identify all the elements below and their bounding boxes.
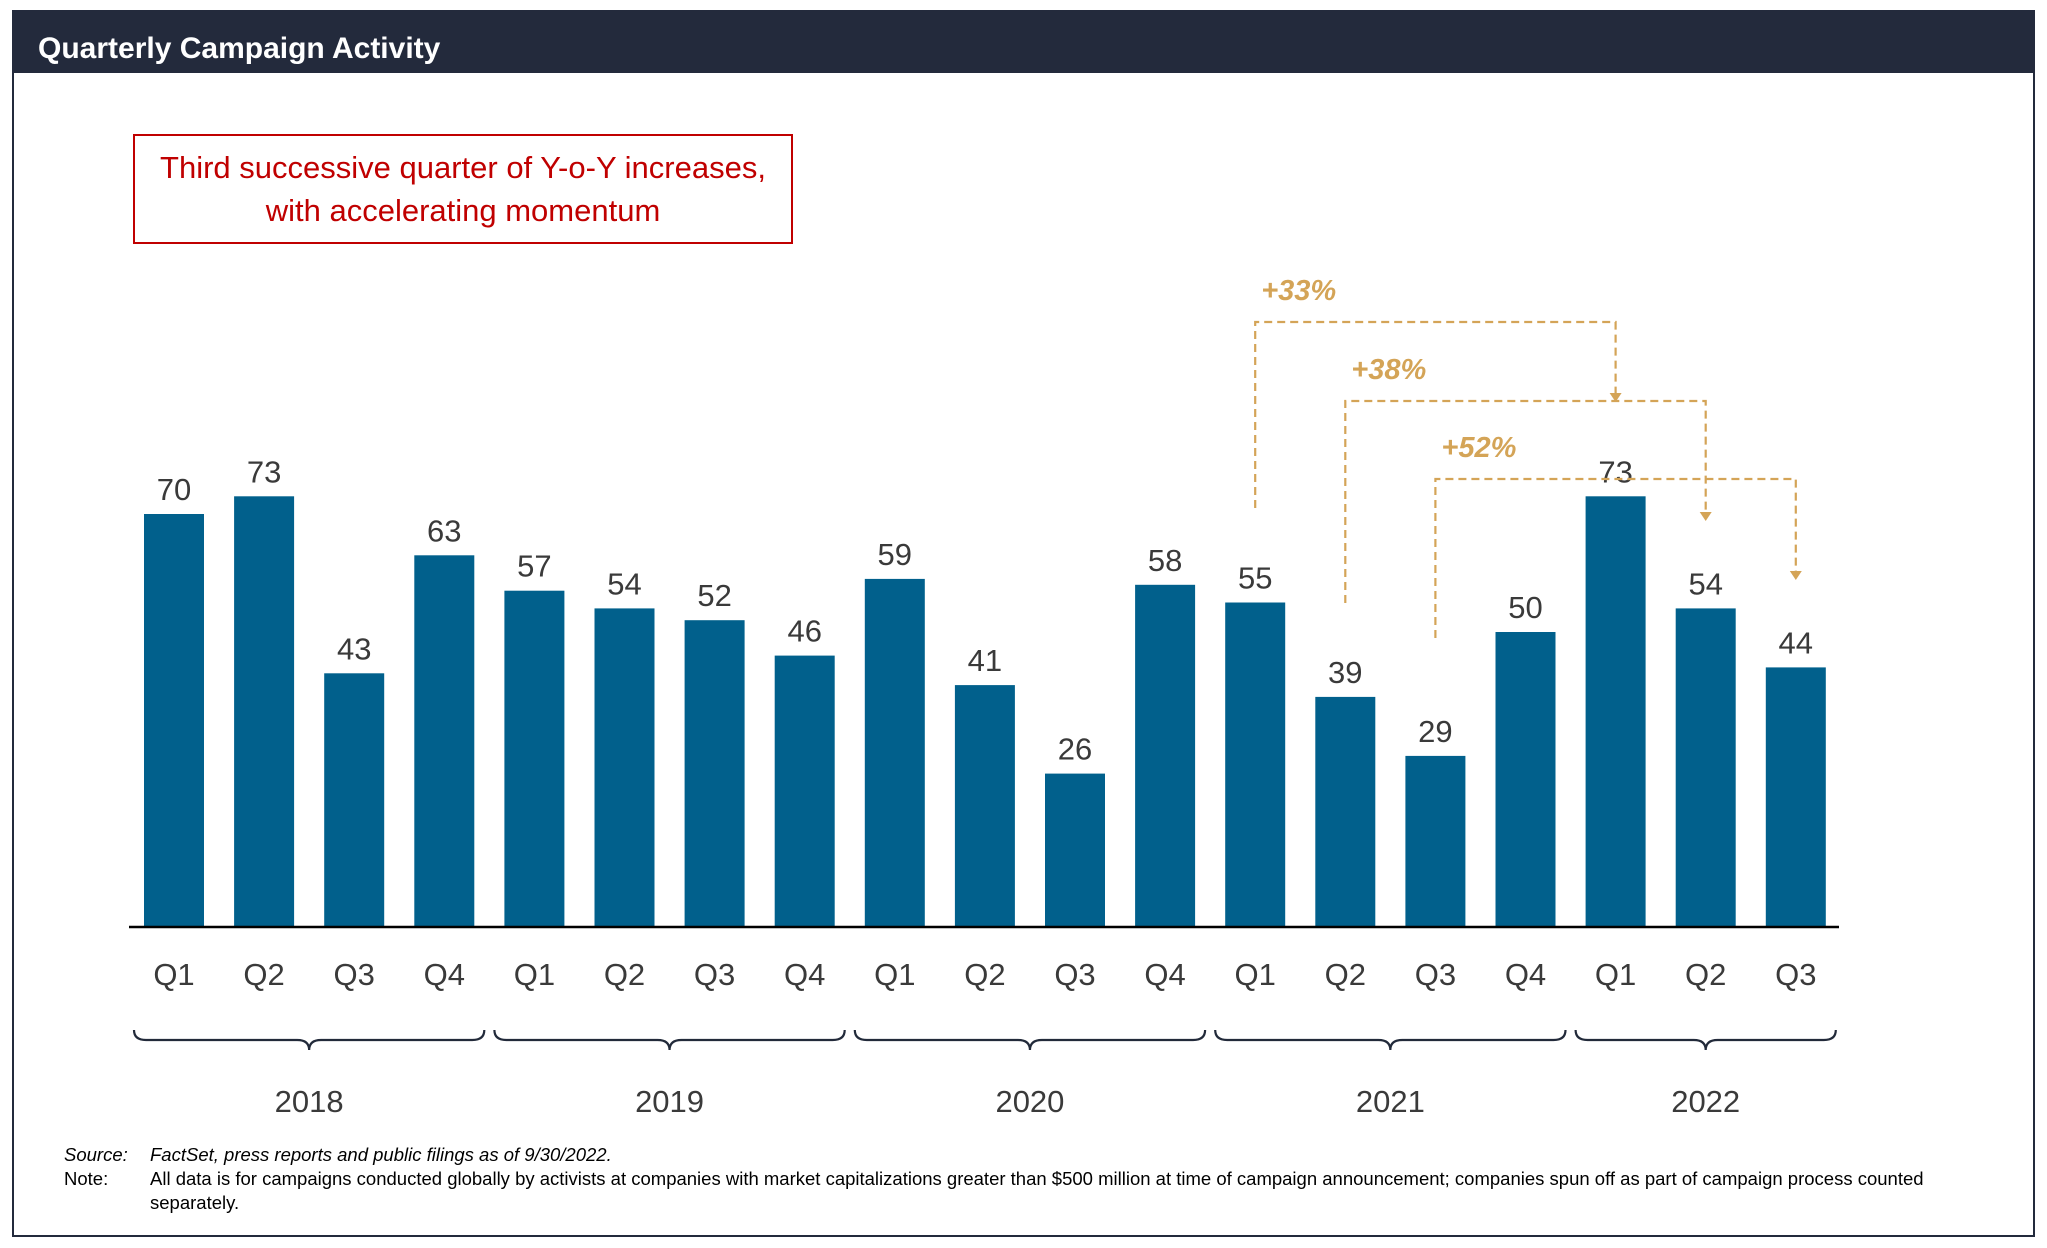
tick-label: Q1 [153,957,194,992]
year-brace [1214,1029,1567,1051]
value-label: 52 [697,578,731,613]
tick-label: Q3 [1054,957,1095,992]
bar [1765,667,1826,927]
bar [144,514,204,927]
note-text: All data is for campaigns conducted glob… [150,1168,1924,1213]
value-label: 70 [157,472,191,507]
value-label: 54 [607,566,641,601]
tick-label: Q2 [964,957,1005,992]
value-label: 44 [1779,625,1813,660]
year-brace [853,1029,1207,1051]
value-label: 46 [787,614,821,649]
value-label: 26 [1058,732,1092,767]
bar [1225,602,1286,927]
year-label: 2021 [1356,1084,1425,1119]
bar [864,578,925,927]
tick-label: Q4 [1144,957,1185,992]
bar [1315,696,1376,927]
growth-label: +38% [1351,354,1426,386]
callout-line-1: Third successive quarter of Y-o-Y increa… [160,150,766,185]
value-label: 43 [337,631,371,666]
tick-label: Q1 [1595,957,1636,992]
growth-connector [1344,399,1707,603]
bar [1585,496,1646,927]
bar [414,555,475,927]
source-label: Source: [64,1144,128,1165]
tick-label: Q4 [424,957,465,992]
note-label: Note: [64,1168,109,1189]
bar [1495,632,1556,927]
bar [684,620,745,927]
bar [1045,773,1105,927]
value-label: 39 [1328,655,1362,690]
tick-label: Q2 [243,957,284,992]
year-brace [1574,1029,1837,1051]
year-label: 2020 [995,1084,1064,1119]
tick-label: Q3 [334,957,375,992]
tick-label: Q3 [694,957,735,992]
note-row: Note: All data is for campaigns conducte… [64,1167,1940,1215]
growth-connector [1254,320,1617,508]
footnotes: Source: FactSet, press reports and publi… [64,1143,1940,1215]
bar [504,590,565,927]
tick-label: Q4 [784,957,825,992]
value-label: 55 [1238,561,1272,596]
callout-line-2: with accelerating momentum [265,193,661,228]
growth-label: +33% [1261,275,1336,307]
bar [594,608,655,927]
value-label: 59 [878,537,912,572]
bar [1135,584,1196,927]
tick-label: Q1 [874,957,915,992]
value-labels-group: 70 73 43 63 57 54 52 46 59 41 26 58 55 39 29 50 73 54 44 [157,454,1813,766]
growth-annotations: +33% +38% +52% [1254,275,1802,638]
growth-connector [1434,477,1797,638]
tick-label: Q2 [1325,957,1366,992]
value-label: 63 [427,513,461,548]
bar [954,685,1015,927]
value-label: 54 [1688,566,1722,601]
year-brace [132,1029,486,1051]
value-label: 58 [1148,543,1182,578]
title-bar: Quarterly Campaign Activity [12,10,2035,73]
tick-label: Q1 [1235,957,1276,992]
bars-group [144,496,1826,927]
value-label: 57 [517,549,551,584]
year-label: 2018 [275,1084,344,1119]
year-brace [493,1029,846,1051]
tick-label: Q3 [1415,957,1456,992]
value-label: 73 [247,454,281,489]
source-text: FactSet, press reports and public filing… [150,1144,612,1165]
callout-box: Third successive quarter of Y-o-Y increa… [133,134,793,244]
chart-title: Quarterly Campaign Activity [38,32,441,65]
bar [234,496,295,927]
arrowhead [1789,571,1802,580]
bar [1675,608,1736,927]
source-row: Source: FactSet, press reports and publi… [64,1143,1940,1167]
value-label: 73 [1598,454,1632,489]
tick-label: Q1 [514,957,555,992]
value-label: 50 [1508,590,1542,625]
arrowhead [1699,512,1712,521]
bar [1405,755,1466,927]
tick-label: Q2 [604,957,645,992]
tick-label: Q2 [1685,957,1726,992]
tick-labels-group: Q1 Q2 Q3 Q4 Q1 Q2 Q3 Q4 Q1 Q2 Q3 Q4 Q1 Q2 Q3 Q4 Q1 Q2 Q3 [153,957,1816,992]
tick-label: Q4 [1505,957,1546,992]
year-groups: 2018 2019 2020 2021 2022 [132,1029,1837,1119]
year-label: 2022 [1671,1084,1740,1119]
tick-label: Q3 [1775,957,1816,992]
bar [324,673,385,927]
bar [774,655,835,927]
year-label: 2019 [635,1084,704,1119]
value-label: 29 [1418,714,1452,749]
arrowhead [1609,393,1622,402]
growth-label: +52% [1441,432,1516,464]
value-label: 41 [968,643,1002,678]
